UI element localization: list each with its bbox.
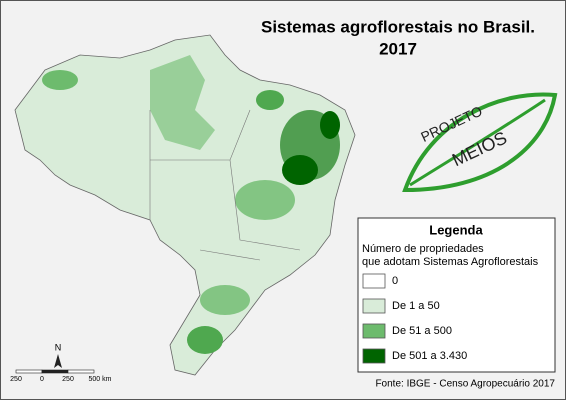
region-patch	[282, 155, 318, 185]
region-patch	[150, 55, 215, 150]
region-patch	[42, 70, 78, 90]
map-title: 2017	[379, 39, 417, 58]
source: Fonte: IBGE - Censo Agropecuário 2017	[375, 379, 555, 390]
legend-swatch	[362, 273, 386, 289]
scale-segment	[41, 369, 69, 374]
legend-subtitle: que adotam Sistemas Agroflorestais	[362, 256, 539, 268]
scale-label: 0	[40, 376, 44, 383]
scale-label: 500 km	[89, 376, 112, 383]
legend-swatch	[362, 298, 386, 314]
scale-segment	[15, 369, 43, 374]
legend-swatch	[362, 348, 386, 364]
brazil-map	[14, 34, 356, 376]
legend-title: Legenda	[429, 222, 483, 237]
legend-label: 0	[392, 275, 398, 287]
legend-label: De 501 a 3.430	[392, 350, 467, 362]
north-arrow-icon	[54, 354, 62, 368]
region-patch	[187, 326, 223, 354]
logo-leaf	[402, 92, 558, 193]
logo-vein	[409, 98, 546, 187]
scale-label: 250	[62, 376, 74, 383]
legend-box	[357, 217, 556, 373]
north-arrow: N	[54, 342, 62, 368]
region-patch	[235, 180, 295, 220]
state-borders	[149, 109, 301, 261]
country-outline	[14, 34, 356, 376]
legend-label: De 1 a 50	[392, 300, 440, 312]
region-patch	[200, 285, 250, 315]
scale-label: 250	[10, 376, 22, 383]
map-title: Sistemas agroflorestais no Brasil.	[261, 17, 535, 36]
legend-label: De 51 a 500	[392, 325, 452, 337]
region-patch	[320, 111, 340, 139]
legend-swatch	[362, 323, 386, 339]
north-label: N	[55, 342, 62, 352]
legend-subtitle: Número de propriedades	[362, 243, 484, 255]
scale-segment	[67, 369, 95, 374]
legend: Legenda Número de propriedades que adota…	[357, 217, 556, 373]
scale-bar: 250 0 250 500 km	[10, 369, 112, 383]
region-patch	[256, 90, 284, 110]
